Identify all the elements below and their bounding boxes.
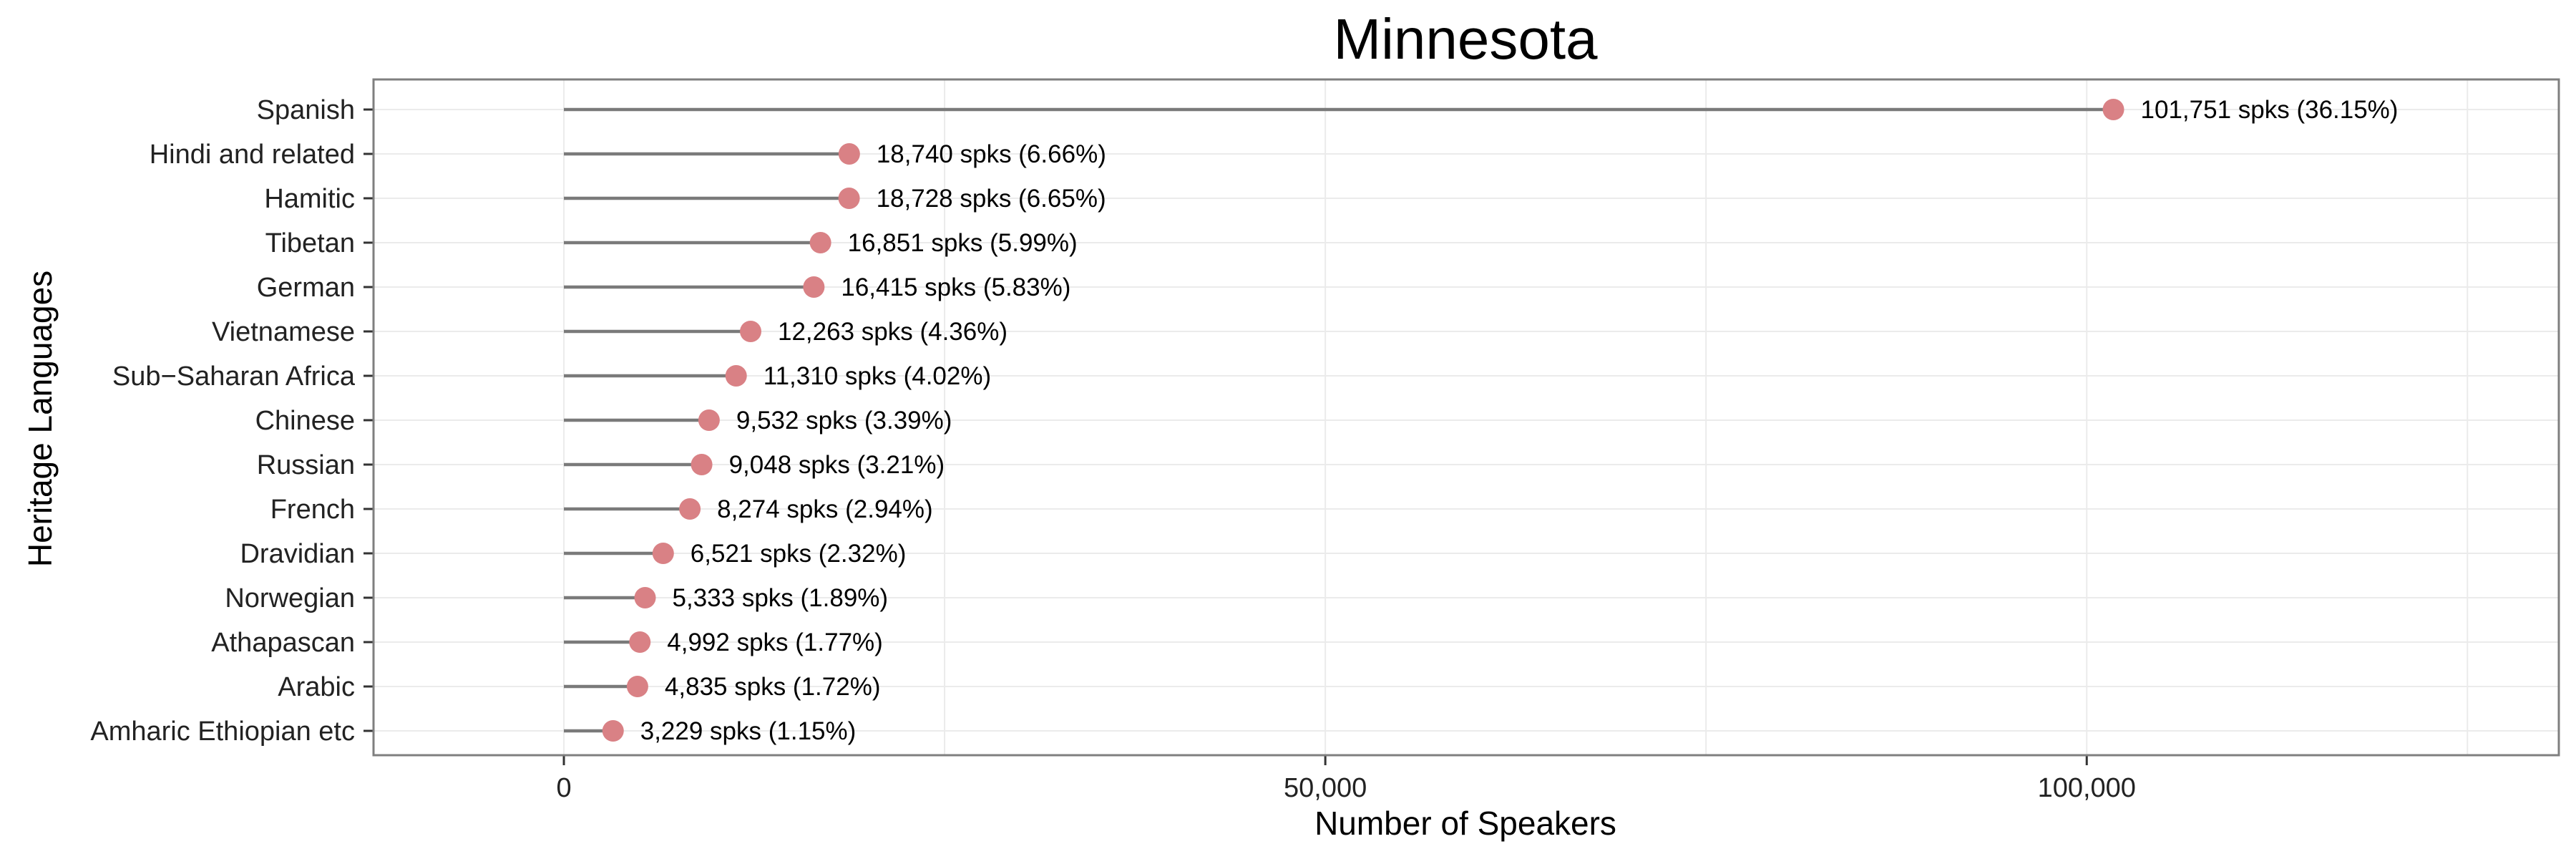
data-point bbox=[602, 720, 624, 742]
data-label: 11,310 spks (4.02%) bbox=[763, 362, 991, 390]
x-axis: 0 50,000 100,000 bbox=[556, 755, 2136, 803]
y-tick-label: Arabic bbox=[278, 672, 355, 702]
data-labels: 101,751 spks (36.15%) 18,740 spks (6.66%)… bbox=[640, 96, 2399, 745]
y-tick-label: Hindi and related bbox=[150, 140, 355, 170]
data-label: 8,274 spks (2.94%) bbox=[717, 495, 933, 523]
data-label: 9,532 spks (3.39%) bbox=[736, 407, 952, 435]
data-label: 9,048 spks (3.21%) bbox=[729, 451, 945, 479]
y-tick-label: Amharic Ethiopian etc bbox=[90, 717, 355, 747]
data-label: 3,229 spks (1.15%) bbox=[640, 717, 857, 745]
data-label: 4,835 spks (1.72%) bbox=[665, 673, 881, 701]
data-point bbox=[698, 409, 720, 431]
y-tick-label: Tibetan bbox=[265, 228, 355, 258]
y-tick-label: German bbox=[257, 273, 355, 303]
y-tick-label: Russian bbox=[257, 450, 355, 480]
y-tick-label: Athapascan bbox=[211, 628, 355, 658]
data-point bbox=[634, 587, 656, 608]
data-point bbox=[652, 543, 674, 564]
points bbox=[602, 99, 2124, 742]
data-label: 18,740 spks (6.66%) bbox=[877, 140, 1106, 168]
y-tick-label: French bbox=[270, 495, 355, 525]
data-point bbox=[838, 143, 860, 165]
stems bbox=[564, 107, 2114, 733]
y-tick-label: Sub−Saharan Africa bbox=[112, 361, 356, 392]
y-tick-label: Norwegian bbox=[225, 583, 355, 613]
y-tick-label: Vietnamese bbox=[212, 317, 355, 347]
data-point bbox=[838, 188, 860, 209]
data-label: 4,992 spks (1.77%) bbox=[667, 629, 883, 656]
data-label: 16,851 spks (5.99%) bbox=[848, 229, 1078, 257]
data-point bbox=[740, 321, 762, 342]
data-point bbox=[2102, 99, 2124, 120]
data-label: 5,333 spks (1.89%) bbox=[673, 584, 889, 612]
data-label: 6,521 spks (2.32%) bbox=[691, 540, 907, 568]
y-tick-label: Chinese bbox=[255, 406, 355, 436]
data-label: 101,751 spks (36.15%) bbox=[2141, 96, 2399, 124]
data-point bbox=[803, 276, 825, 298]
data-point bbox=[629, 631, 651, 653]
chart-title: Minnesota bbox=[1333, 7, 1598, 71]
plot-panel-border bbox=[372, 78, 2560, 757]
y-tick-label: Dravidian bbox=[240, 539, 355, 569]
x-tick-label: 100,000 bbox=[2038, 773, 2136, 803]
data-label: 12,263 spks (4.36%) bbox=[778, 318, 1008, 346]
data-point bbox=[725, 365, 747, 387]
y-tick-label: Spanish bbox=[257, 95, 355, 125]
y-tick-label: Hamitic bbox=[264, 184, 355, 214]
data-point bbox=[809, 232, 831, 253]
data-point bbox=[679, 498, 701, 520]
data-label: 18,728 spks (6.65%) bbox=[877, 185, 1106, 213]
x-tick-label: 50,000 bbox=[1284, 773, 1367, 803]
x-tick-label: 0 bbox=[556, 773, 571, 803]
data-label: 16,415 spks (5.83%) bbox=[841, 273, 1070, 301]
x-axis-title: Number of Speakers bbox=[1314, 805, 1616, 842]
y-axis-title: Heritage Languages bbox=[21, 271, 59, 567]
y-axis: Spanish Hindi and related Hamitic Tibetan Ge… bbox=[90, 95, 374, 747]
data-point bbox=[691, 454, 713, 475]
data-point bbox=[626, 676, 648, 697]
